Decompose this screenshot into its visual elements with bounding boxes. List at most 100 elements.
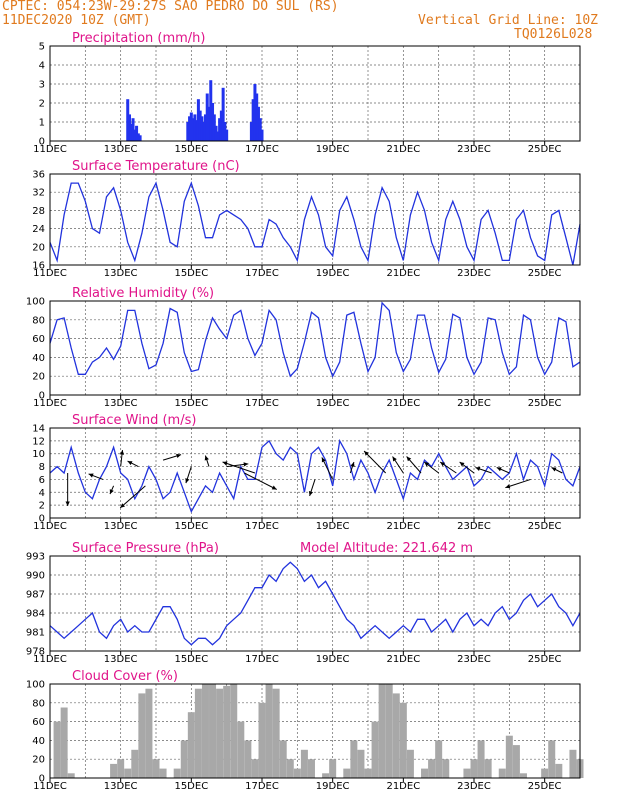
precip-bar bbox=[205, 93, 209, 141]
cloud-bar bbox=[201, 684, 209, 778]
cloud-bar bbox=[258, 702, 266, 778]
cloud-bar bbox=[173, 768, 181, 778]
y-tick-label: 12 bbox=[32, 436, 45, 447]
cloud-bar bbox=[498, 768, 506, 778]
cloud-bar bbox=[187, 712, 195, 778]
wind-arrow-head bbox=[88, 473, 94, 478]
cloud-bar bbox=[244, 740, 252, 778]
cloud-bar bbox=[293, 768, 301, 778]
y-tick-label: 8 bbox=[39, 462, 45, 473]
y-tick-label: 40 bbox=[32, 736, 45, 747]
cloud-bar bbox=[357, 749, 365, 778]
cloud-bar bbox=[442, 759, 450, 778]
cloud-bar bbox=[371, 721, 379, 778]
wind-arrow-head bbox=[459, 462, 465, 467]
x-tick-label: 21DEC bbox=[386, 144, 420, 155]
temp-title: Surface Temperature (nC) bbox=[72, 159, 240, 174]
rh-title: Relative Humidity (%) bbox=[72, 286, 214, 301]
wind-arrow-head bbox=[364, 451, 369, 456]
y-tick-label: 28 bbox=[32, 206, 45, 217]
cloud-bar bbox=[53, 721, 61, 778]
cloud-bar bbox=[378, 684, 386, 778]
wind-arrow-head bbox=[496, 467, 502, 472]
x-tick-label: 23DEC bbox=[457, 521, 491, 532]
precip-bar bbox=[193, 114, 197, 141]
precip-bar bbox=[136, 133, 140, 141]
x-tick-label: 21DEC bbox=[386, 398, 420, 409]
x-tick-label: 25DEC bbox=[528, 398, 562, 409]
cloud-bar bbox=[569, 749, 577, 778]
cloud-bar bbox=[110, 763, 118, 778]
x-tick-label: 15DEC bbox=[174, 654, 208, 665]
cloud-bar bbox=[541, 768, 549, 778]
y-tick-label: 0 bbox=[39, 137, 45, 148]
cloud-bar bbox=[216, 688, 224, 778]
cloud-bar bbox=[117, 759, 125, 778]
x-tick-label: 21DEC bbox=[386, 268, 420, 279]
cloud-bar bbox=[307, 759, 315, 778]
precip-bar bbox=[138, 135, 142, 141]
precip-bar bbox=[249, 122, 253, 141]
precip-bar bbox=[189, 112, 193, 141]
x-tick-label: 11DEC bbox=[33, 398, 67, 409]
wind-arrow bbox=[244, 472, 277, 490]
x-tick-label: 13DEC bbox=[104, 398, 138, 409]
x-tick-label: 17DEC bbox=[245, 781, 279, 792]
cloud-bar bbox=[519, 773, 527, 778]
precip-bar bbox=[131, 118, 135, 141]
wind-arrow-head bbox=[185, 478, 190, 484]
precip-bar bbox=[196, 99, 200, 141]
y-tick-label: 990 bbox=[26, 571, 45, 582]
x-tick-label: 15DEC bbox=[174, 398, 208, 409]
precip-bar bbox=[128, 114, 131, 141]
x-tick-label: 11DEC bbox=[33, 268, 67, 279]
y-tick-label: 1 bbox=[39, 118, 45, 129]
wind-arrow-head bbox=[350, 462, 355, 467]
precip-bar bbox=[256, 106, 260, 141]
cloud-bar bbox=[223, 685, 231, 778]
temp-line bbox=[49, 181, 581, 266]
cloud-bar bbox=[159, 768, 167, 778]
y-tick-label: 80 bbox=[32, 315, 45, 326]
x-tick-label: 15DEC bbox=[174, 521, 208, 532]
y-tick-label: 36 bbox=[32, 170, 45, 181]
cloud-bar bbox=[279, 740, 287, 778]
precip-bar bbox=[225, 129, 229, 141]
cloud-bar bbox=[67, 773, 75, 778]
y-tick-label: 984 bbox=[26, 609, 45, 620]
rh-line bbox=[49, 301, 581, 378]
cloud-bar bbox=[60, 707, 68, 778]
precip-bar bbox=[251, 99, 255, 141]
cloud-bar bbox=[484, 759, 492, 778]
y-tick-label: 24 bbox=[32, 224, 45, 235]
wind-arrow-head bbox=[321, 457, 326, 463]
cloud-bar bbox=[435, 740, 443, 778]
grid-note: Vertical Grid Line: 10Z bbox=[418, 13, 599, 28]
wind-arrow-head bbox=[120, 503, 125, 508]
cloud-bar bbox=[131, 749, 139, 778]
x-tick-label: 19DEC bbox=[316, 521, 350, 532]
x-tick-label: 13DEC bbox=[104, 654, 138, 665]
cloud-bar bbox=[230, 684, 238, 778]
precip-bar bbox=[209, 80, 213, 141]
x-tick-label: 19DEC bbox=[316, 654, 350, 665]
precip-bar bbox=[198, 110, 202, 141]
y-tick-label: 2 bbox=[39, 501, 45, 512]
x-tick-label: 21DEC bbox=[386, 781, 420, 792]
y-tick-label: 100 bbox=[26, 680, 45, 691]
wind-arrow bbox=[119, 485, 146, 509]
precip-bar bbox=[133, 129, 137, 141]
x-tick-label: 17DEC bbox=[245, 654, 279, 665]
wind-arrow-head bbox=[424, 462, 430, 467]
model-code: TQ0126L028 bbox=[514, 27, 593, 42]
x-tick-label: 21DEC bbox=[386, 654, 420, 665]
date-header: 11DEC2020 10Z (GMT) bbox=[2, 13, 151, 28]
cloud-bar bbox=[350, 740, 358, 778]
y-tick-label: 20 bbox=[32, 372, 45, 383]
y-tick-label: 10 bbox=[32, 449, 45, 460]
precip-bar bbox=[135, 125, 139, 141]
y-tick-label: 32 bbox=[32, 188, 45, 199]
cloud-bar bbox=[392, 693, 400, 778]
precip-bar bbox=[186, 122, 190, 141]
